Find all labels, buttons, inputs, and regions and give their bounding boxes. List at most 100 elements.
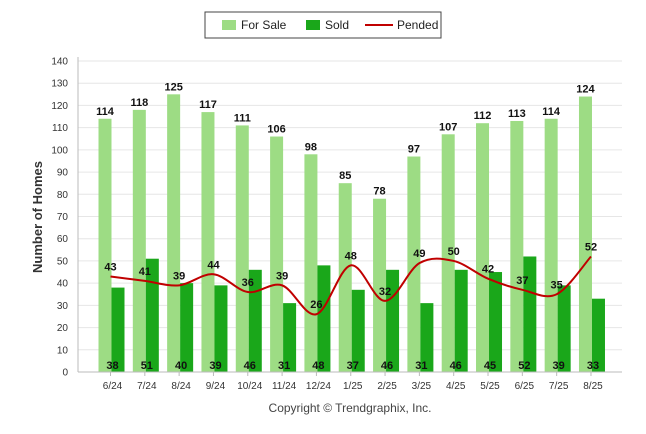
bar-for-sale [407,156,421,372]
y-tick-label: 10 [57,345,69,356]
x-tick-label: 11/24 [272,381,297,392]
x-tick-label: 2/25 [377,381,397,392]
bar-for-sale [98,118,112,372]
y-tick-label: 50 [57,256,69,267]
y-tick-label: 120 [51,101,68,112]
label-for-sale: 97 [408,144,420,156]
bar-sold [386,269,400,372]
label-sold: 46 [450,360,462,372]
label-sold: 51 [141,360,153,372]
label-pended: 52 [585,241,597,253]
label-pended: 39 [276,270,288,282]
pended-line [110,255,592,316]
bar-for-sale [373,198,387,372]
bar-sold [214,285,228,372]
bar-sold [454,269,468,372]
x-tick-label: 1/25 [343,381,363,392]
label-for-sale: 113 [508,108,526,120]
bar-sold [591,298,605,372]
label-sold: 45 [484,360,496,372]
bar-for-sale [338,183,352,372]
label-sold: 46 [244,360,256,372]
label-for-sale: 112 [474,110,492,122]
label-sold: 31 [415,360,427,372]
x-tick-label: 6/25 [515,381,535,392]
data-labels: 114 38 118 51 125 40 117 39 111 46 106 31 98 48 85 37 78… [96,81,599,372]
x-tick-label: 8/25 [583,381,603,392]
label-for-sale: 107 [439,121,457,133]
bar-sold [111,287,125,372]
bar-sold [248,269,262,372]
label-for-sale: 106 [267,124,285,136]
x-tick-label: 3/25 [412,381,432,392]
label-pended: 36 [242,277,254,289]
y-tick-label: 0 [62,368,68,379]
y-tick-label: 80 [57,190,69,201]
x-tick-label: 10/24 [237,381,262,392]
legend-swatch-sold [306,20,320,30]
y-tick-label: 140 [51,57,68,68]
bar-for-sale [132,109,146,372]
label-pended: 48 [345,250,357,262]
y-tick-label: 40 [57,279,69,290]
label-sold: 33 [587,360,599,372]
label-for-sale: 118 [130,97,148,109]
label-sold: 39 [209,360,221,372]
label-for-sale: 78 [373,186,385,198]
label-for-sale: 114 [96,106,115,118]
label-pended: 32 [379,286,391,298]
label-sold: 39 [553,360,565,372]
y-tick-label: 60 [57,234,69,245]
bar-for-sale [235,125,249,373]
y-tick-label: 70 [57,212,69,223]
bar-for-sale [201,112,215,372]
label-pended: 49 [413,248,425,260]
label-pended: 37 [516,275,528,287]
legend-label-sold: Sold [325,18,349,32]
x-tick-label: 9/24 [206,381,226,392]
bar-sold [489,272,503,372]
label-for-sale: 117 [199,99,217,111]
label-for-sale: 98 [305,141,317,153]
bar-sold [145,258,159,372]
bar-sold [351,289,365,372]
bar-for-sale [544,118,558,372]
legend-swatch-for-sale [222,20,236,30]
label-pended: 35 [551,279,563,291]
label-sold: 40 [175,360,187,372]
bar-sold [557,285,571,372]
y-tick-label: 30 [57,301,69,312]
label-for-sale: 124 [576,84,595,96]
y-tick-label: 130 [51,79,68,90]
label-sold: 46 [381,360,393,372]
bar-for-sale [441,134,455,372]
label-for-sale: 114 [542,106,561,118]
label-for-sale: 125 [164,81,182,93]
label-pended: 26 [310,299,322,311]
bar-for-sale [270,136,284,372]
legend-box [204,11,442,39]
bar-for-sale [304,154,318,372]
label-sold: 52 [518,360,530,372]
label-pended: 41 [139,266,151,278]
bar-sold [283,303,297,372]
label-sold: 38 [106,360,118,372]
label-pended: 44 [207,259,220,271]
label-for-sale: 85 [339,170,351,182]
y-tick-label: 20 [57,323,69,334]
x-tick-label: 8/24 [171,381,191,392]
bar-sold [317,265,331,372]
y-tick-label: 110 [52,123,68,134]
x-tick-label: 12/24 [306,381,331,392]
x-tick-label: 5/25 [480,381,500,392]
axes: 0 10 20 30 40 50 60 70 80 90 100 110 120 130 140 6/24 7/… [51,57,622,392]
label-pended: 43 [104,261,116,273]
label-for-sale: 111 [234,112,251,124]
legend-label-pended: Pended [397,18,438,32]
y-axis-title: Number of Homes [30,161,45,273]
label-pended: 50 [448,246,460,258]
label-pended: 42 [482,264,494,276]
bar-sold [523,256,537,372]
